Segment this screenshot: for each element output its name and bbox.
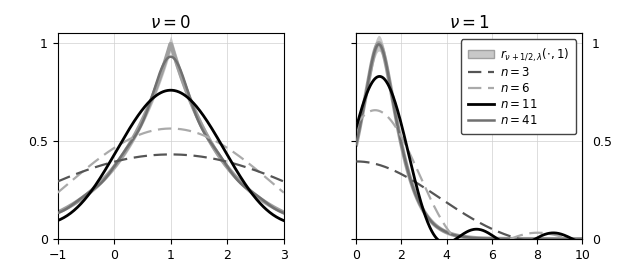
Legend: $r_{\nu+1/2,\lambda}(\cdot, 1)$, $n = 3$, $n = 6$, $n = 11$, $n = 41$: $r_{\nu+1/2,\lambda}(\cdot, 1)$, $n = 3$…: [461, 39, 577, 134]
Title: $\nu = 0$: $\nu = 0$: [150, 14, 191, 32]
Title: $\nu = 1$: $\nu = 1$: [449, 14, 490, 32]
